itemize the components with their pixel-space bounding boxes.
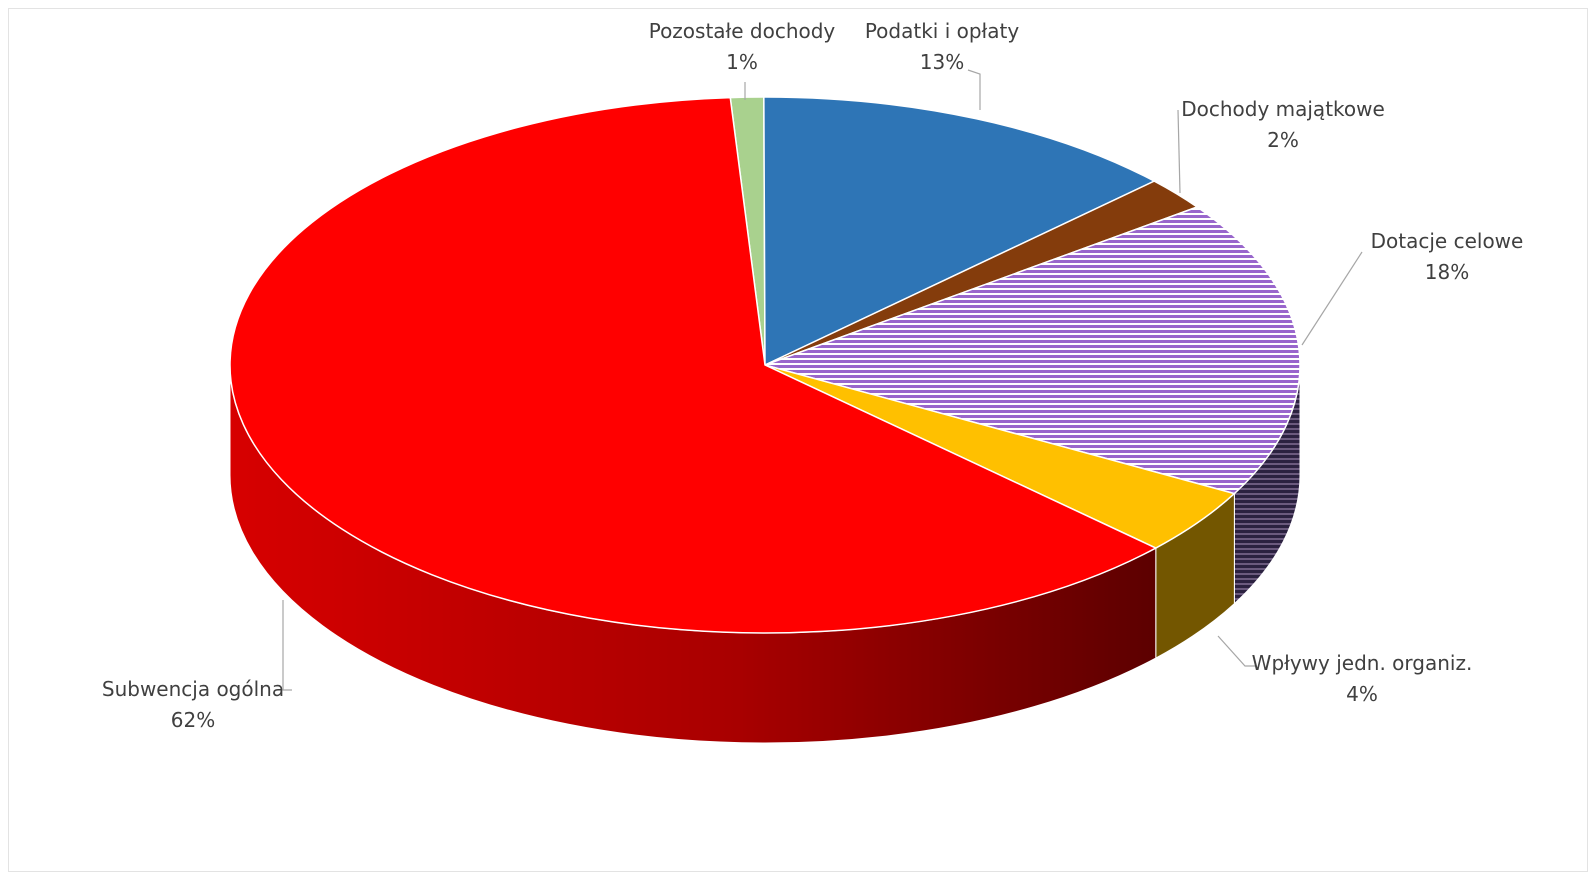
pie-slice-subwencja-ogolna [229, 96, 1158, 634]
chart-frame [8, 8, 1588, 872]
leader-line-subwencja-ogolna [282, 600, 292, 691]
data-label-wplywy-jedn-organiz: Wpływy jedn. organiz. [1252, 651, 1473, 675]
pie-slice-podatki-i-oplaty [763, 96, 1156, 367]
data-label-percent-podatki-i-oplaty: 13% [920, 50, 964, 74]
leader-line-wplywy-jedn-organiz [1217, 635, 1255, 667]
leader-line-dotacje-celowe [1301, 251, 1363, 346]
data-label-percent-dotacje-celowe: 18% [1425, 260, 1469, 284]
data-label-percent-dochody-majatkowe: 2% [1267, 128, 1299, 152]
leader-line-dochody-majatkowe [1177, 109, 1181, 194]
data-label-percent-wplywy-jedn-organiz: 4% [1346, 682, 1378, 706]
data-label-percent-pozostale-dochody: 1% [726, 50, 758, 74]
data-label-dochody-majatkowe: Dochody majątkowe [1181, 97, 1385, 121]
data-label-subwencja-ogolna: Subwencja ogólna [102, 677, 284, 701]
data-label-podatki-i-oplaty: Podatki i opłaty [865, 19, 1020, 43]
data-label-percent-subwencja-ogolna: 62% [171, 708, 215, 732]
data-labels: Pozostałe dochody 1% Podatki i opłaty 13% Do… [102, 19, 1523, 732]
pie-top-layer [229, 96, 1301, 634]
data-label-pozostale-dochody: Pozostałe dochody [649, 19, 836, 43]
leader-lines [282, 69, 1363, 691]
leader-line-podatki-i-oplaty [967, 69, 981, 110]
data-label-dotacje-celowe: Dotacje celowe [1371, 229, 1524, 253]
pie-slice-dotacje-celowe [762, 206, 1301, 495]
